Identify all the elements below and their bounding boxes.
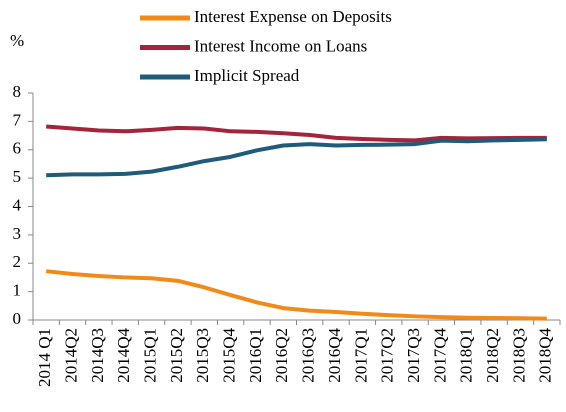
x-tick-label: 2015Q3 <box>193 328 212 383</box>
legend-label: Interest Income on Loans <box>194 36 367 55</box>
x-tick-label: 2017Q1 <box>351 328 370 383</box>
y-tick-label: 6 <box>13 139 22 158</box>
x-tick-label: 2015Q4 <box>220 328 239 383</box>
x-tick-label: 2017Q2 <box>378 328 397 383</box>
x-tick-label: 2018Q2 <box>483 328 502 383</box>
legend-label: Interest Expense on Deposits <box>194 7 392 26</box>
y-tick-label: 8 <box>13 82 22 101</box>
x-tick-label: 2014Q2 <box>61 328 80 383</box>
x-tick-label: 2016Q2 <box>272 328 291 383</box>
y-tick-label: 1 <box>13 281 22 300</box>
data-line <box>46 137 547 178</box>
x-tick-label: 2014Q3 <box>88 328 107 383</box>
x-tick-label: 2015Q2 <box>167 328 186 383</box>
x-tick-label: 2014Q4 <box>114 328 133 383</box>
y-tick-label: 0 <box>13 309 22 328</box>
x-tick-label: 2018Q1 <box>457 328 476 383</box>
x-tick-label: 2018Q4 <box>536 328 555 383</box>
x-tick-label: 2016Q1 <box>246 328 265 383</box>
data-line <box>46 124 547 143</box>
x-tick-label: 2015Q1 <box>140 328 159 383</box>
x-tick-label: 2016Q3 <box>299 328 318 383</box>
y-tick-label: 5 <box>13 167 22 186</box>
x-tick-label: 2018Q3 <box>509 328 528 383</box>
y-axis-label: % <box>10 31 24 50</box>
y-tick-label: 7 <box>13 110 22 129</box>
data-line <box>45 269 547 321</box>
x-tick-label: 2016Q4 <box>325 328 344 383</box>
y-tick-label: 4 <box>13 195 22 214</box>
x-tick-label: 2017Q3 <box>404 328 423 383</box>
y-tick-label: 3 <box>13 224 22 243</box>
y-tick-label: 2 <box>13 252 22 271</box>
x-tick-label: 2014 Q1 <box>35 328 54 387</box>
legend-label: Implicit Spread <box>194 66 300 85</box>
x-tick-label: 2017Q4 <box>430 328 449 383</box>
